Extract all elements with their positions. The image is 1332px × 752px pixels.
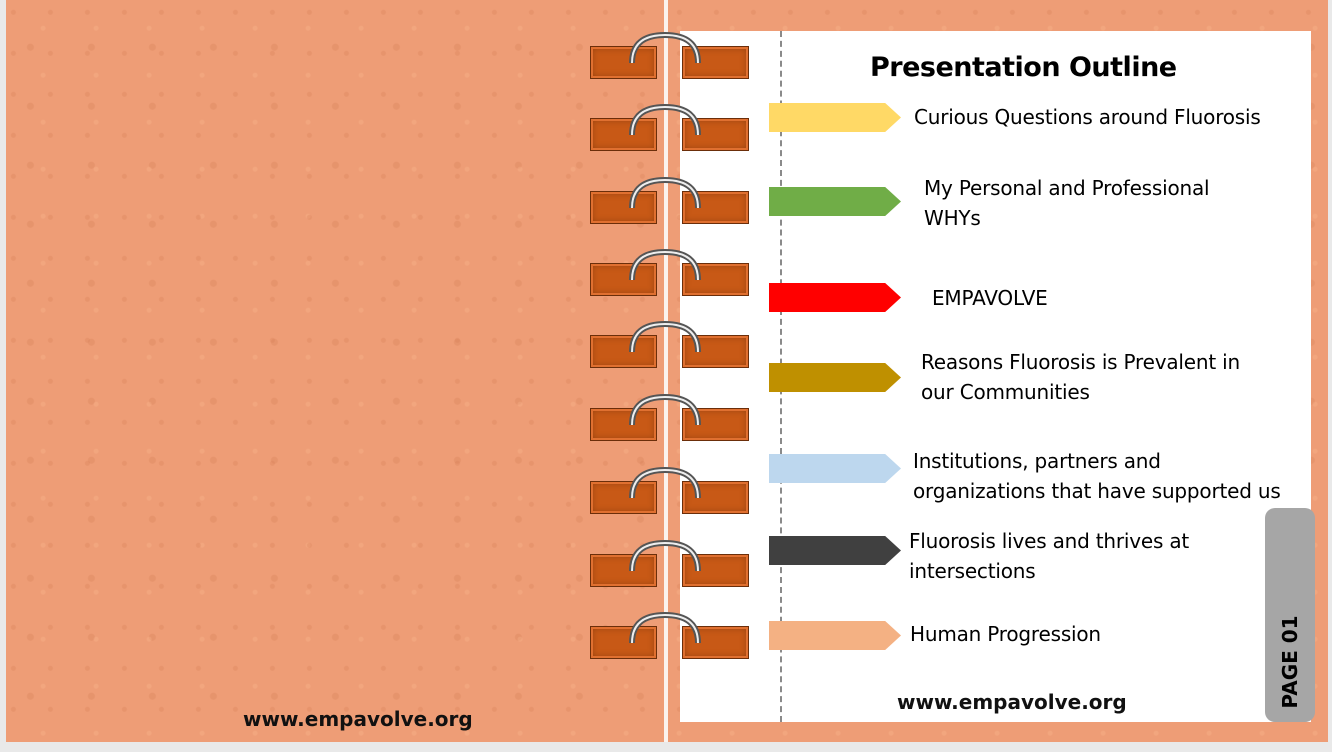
page-number-label: PAGE 01: [1278, 615, 1302, 709]
outline-item: Reasons Fluorosis is Prevalent in our Co…: [921, 350, 1241, 404]
website-url-right: www.empavolve.org: [897, 690, 1127, 714]
arrow-marker-icon: [769, 536, 901, 565]
binder-ring-icon: [590, 611, 749, 667]
binder-ring-icon: [590, 248, 749, 304]
outline-item: Institutions, partners and organizations…: [913, 449, 1281, 503]
page-fold: [664, 0, 668, 742]
binder-ring-icon: [590, 466, 749, 522]
arrow-marker-icon: [769, 103, 901, 132]
page-number-tab: PAGE 01: [1265, 508, 1315, 722]
binder-ring-icon: [590, 176, 749, 232]
website-url-left: www.empavolve.org: [243, 707, 473, 731]
arrow-marker-icon: [769, 363, 901, 392]
arrow-marker-icon: [769, 454, 901, 483]
outline-item: Curious Questions around Fluorosis: [914, 105, 1261, 129]
outline-item: Human Progression: [910, 622, 1101, 646]
arrow-marker-icon: [769, 621, 901, 650]
arrow-marker-icon: [769, 283, 901, 312]
outline-item: My Personal and Professional WHYs: [924, 176, 1210, 230]
binder-ring-icon: [590, 31, 749, 87]
binder-ring-icon: [590, 539, 749, 595]
binder-ring-icon: [590, 320, 749, 376]
outline-title: Presentation Outline: [870, 52, 1177, 83]
outline-item: EMPAVOLVE: [932, 286, 1048, 310]
binder-ring-icon: [590, 103, 749, 159]
outline-item: Fluorosis lives and thrives at intersect…: [909, 529, 1190, 583]
binder-ring-icon: [590, 393, 749, 449]
arrow-marker-icon: [769, 187, 901, 216]
